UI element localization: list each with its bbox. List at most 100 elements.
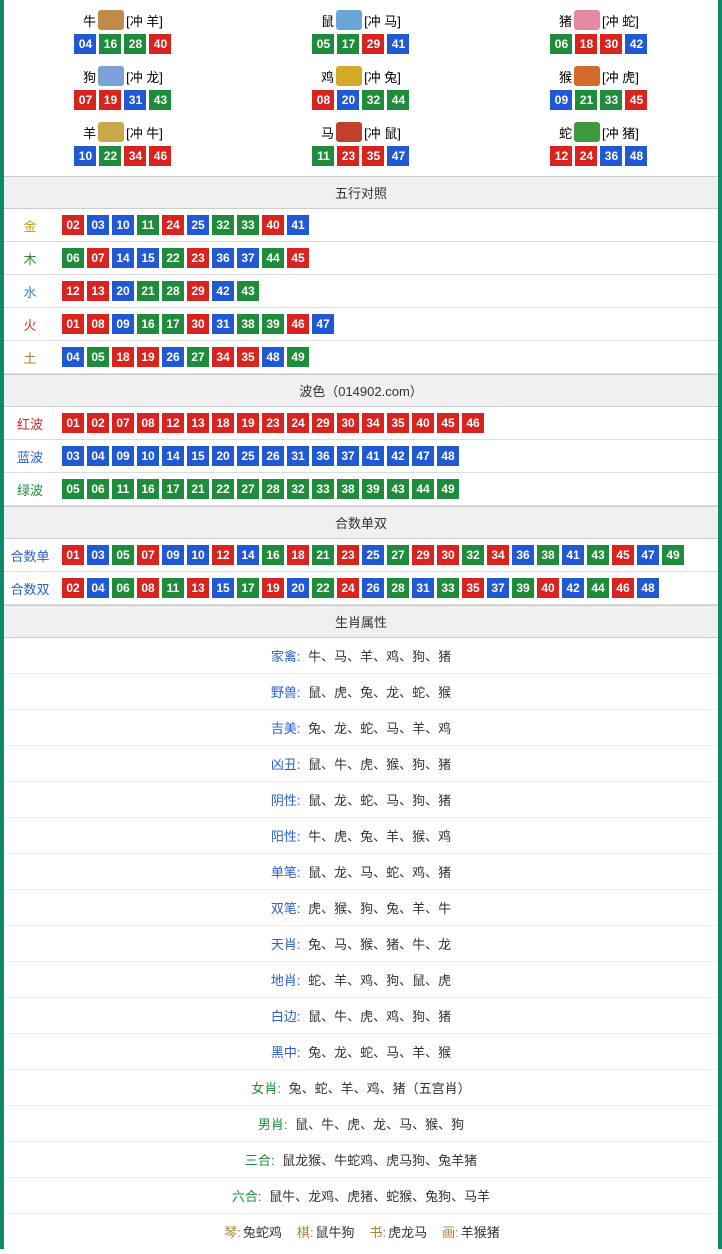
attr-label: 凶丑:	[271, 757, 301, 772]
number-chip: 06	[550, 34, 572, 54]
number-chip: 01	[62, 413, 84, 433]
number-chip: 17	[162, 314, 184, 334]
number-chip: 39	[362, 479, 384, 499]
zodiac-cell: 蛇 [冲 猪] 12243648	[480, 116, 718, 172]
attr-row: 单笔: 鼠、龙、马、蛇、鸡、猪	[4, 854, 718, 890]
attr-value: 鼠、虎、兔、龙、蛇、猴	[308, 685, 451, 700]
zodiac-nums: 11233547	[242, 146, 480, 166]
attr-label: 三合:	[245, 1153, 275, 1168]
number-chip: 23	[337, 146, 359, 166]
category-nums: 0102070812131819232429303435404546	[56, 413, 484, 433]
number-chip: 09	[112, 446, 134, 466]
number-chip: 43	[387, 479, 409, 499]
number-chip: 04	[62, 347, 84, 367]
number-chip: 08	[87, 314, 109, 334]
number-chip: 32	[287, 479, 309, 499]
attrs-list: 家禽: 牛、马、羊、鸡、狗、猪野兽: 鼠、虎、兔、龙、蛇、猴吉美: 兔、龙、蛇、…	[4, 638, 718, 1214]
zodiac-icon	[98, 66, 124, 86]
number-chip: 46	[149, 146, 171, 166]
number-chip: 42	[387, 446, 409, 466]
attr-value: 鼠、龙、马、蛇、鸡、猪	[308, 865, 451, 880]
number-chip: 09	[550, 90, 572, 110]
attr-value: 兔、龙、蛇、马、羊、猴	[308, 1045, 451, 1060]
number-chip: 45	[437, 413, 459, 433]
number-chip: 36	[512, 545, 534, 565]
zodiac-nums: 10223446	[4, 146, 242, 166]
number-chip: 43	[149, 90, 171, 110]
category-label: 蓝波	[4, 447, 56, 466]
attr-row: 吉美: 兔、龙、蛇、马、羊、鸡	[4, 710, 718, 746]
category-label: 合数双	[4, 579, 56, 598]
category-nums: 03040910141520252631363741424748	[56, 446, 459, 466]
zodiac-clash: [冲 兔]	[364, 67, 401, 86]
section-header: 五行对照	[4, 176, 718, 209]
number-chip: 11	[137, 215, 159, 235]
attr-value: 鼠、牛、虎、鸡、狗、猪	[308, 1009, 451, 1024]
number-chip: 20	[212, 446, 234, 466]
zodiac-cell: 鼠 [冲 马] 05172941	[242, 4, 480, 60]
attr-row: 女肖: 兔、蛇、羊、鸡、猪（五宫肖）	[4, 1070, 718, 1106]
number-chip: 34	[124, 146, 146, 166]
number-chip: 19	[237, 413, 259, 433]
attr-label: 吉美:	[271, 721, 301, 736]
zodiac-cell: 马 [冲 鼠] 11233547	[242, 116, 480, 172]
number-chip: 39	[262, 314, 284, 334]
attr-row: 凶丑: 鼠、牛、虎、猴、狗、猪	[4, 746, 718, 782]
number-chip: 18	[575, 34, 597, 54]
zodiac-nums: 04162840	[4, 34, 242, 54]
attr-label: 六合:	[232, 1189, 262, 1204]
attr-value: 鼠、牛、虎、猴、狗、猪	[308, 757, 451, 772]
number-chip: 13	[87, 281, 109, 301]
zodiac-icon	[336, 10, 362, 30]
zodiac-icon	[336, 122, 362, 142]
attr-row: 阴性: 鼠、龙、蛇、马、狗、猪	[4, 782, 718, 818]
number-chip: 44	[387, 90, 409, 110]
number-chip: 41	[362, 446, 384, 466]
number-chip: 46	[612, 578, 634, 598]
number-chip: 14	[162, 446, 184, 466]
zodiac-cell: 狗 [冲 龙] 07193143	[4, 60, 242, 116]
number-chip: 49	[437, 479, 459, 499]
number-chip: 49	[287, 347, 309, 367]
number-chip: 24	[287, 413, 309, 433]
number-chip: 24	[575, 146, 597, 166]
number-chip: 41	[387, 34, 409, 54]
number-chip: 37	[487, 578, 509, 598]
bottom-val: 羊猴猪	[461, 1225, 500, 1240]
zodiac-title: 狗 [冲 龙]	[4, 66, 242, 86]
number-chip: 04	[87, 446, 109, 466]
number-chip: 02	[87, 413, 109, 433]
number-chip: 40	[412, 413, 434, 433]
number-chip: 44	[587, 578, 609, 598]
number-chip: 12	[550, 146, 572, 166]
zodiac-nums: 07193143	[4, 90, 242, 110]
number-chip: 23	[262, 413, 284, 433]
zodiac-nums: 06183042	[480, 34, 718, 54]
number-chip: 22	[212, 479, 234, 499]
attr-value: 牛、虎、兔、羊、猴、鸡	[308, 829, 451, 844]
number-chip: 11	[112, 479, 134, 499]
zodiac-name: 鼠	[321, 11, 334, 30]
number-chip: 27	[237, 479, 259, 499]
attr-row: 双笔: 虎、猴、狗、兔、羊、牛	[4, 890, 718, 926]
number-chip: 32	[462, 545, 484, 565]
category-label: 红波	[4, 414, 56, 433]
category-row: 木 06071415222336374445	[4, 242, 718, 275]
zodiac-clash: [冲 马]	[364, 11, 401, 30]
number-chip: 22	[99, 146, 121, 166]
attr-row: 男肖: 鼠、牛、虎、龙、马、猴、狗	[4, 1106, 718, 1142]
attr-label: 天肖:	[271, 937, 301, 952]
number-chip: 15	[137, 248, 159, 268]
number-chip: 48	[625, 146, 647, 166]
number-chip: 41	[287, 215, 309, 235]
number-chip: 27	[187, 347, 209, 367]
zodiac-title: 猪 [冲 蛇]	[480, 10, 718, 30]
number-chip: 47	[637, 545, 659, 565]
zodiac-cell: 牛 [冲 羊] 04162840	[4, 4, 242, 60]
bottom-val: 虎龙马	[388, 1225, 427, 1240]
number-chip: 18	[112, 347, 134, 367]
number-chip: 24	[162, 215, 184, 235]
attr-value: 虎、猴、狗、兔、羊、牛	[308, 901, 451, 916]
number-chip: 39	[512, 578, 534, 598]
number-chip: 16	[137, 479, 159, 499]
